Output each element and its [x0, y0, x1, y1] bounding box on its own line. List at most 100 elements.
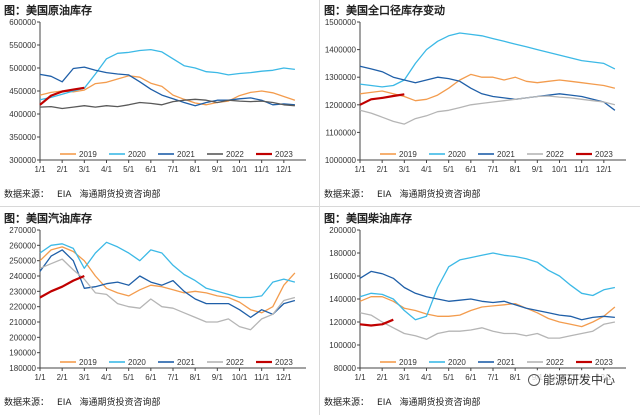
- y-tick-label: 220000: [9, 303, 36, 312]
- series-line-2021: [359, 270, 615, 321]
- x-tick-label: 4/1: [421, 165, 433, 174]
- chart-title: 图：美国柴油库存: [324, 212, 412, 225]
- x-tick-label: 1/1: [354, 165, 366, 174]
- x-tick-label: 6/1: [465, 165, 477, 174]
- source-label: 数据来源：: [4, 190, 50, 200]
- series-line-2020: [359, 252, 616, 321]
- source-org: EIA: [57, 398, 72, 408]
- crude-oil-chart: 300000 350000 400000 450000 500000 550000 6000…: [9, 18, 306, 174]
- legend-label-2023: 2023: [595, 358, 613, 367]
- panel-crude-oil-inventory: 图：美国原油库存 300000 350000 400000 450000 500000 5…: [0, 0, 320, 207]
- x-tick-label: 10/1: [232, 373, 248, 382]
- x-tick-label: 11/1: [254, 165, 270, 174]
- y-tick-label: 120000: [329, 318, 356, 327]
- legend-label-2020: 2020: [448, 358, 466, 367]
- y-tick-label: 600000: [9, 18, 36, 27]
- panel-total-inventory-change: 图：美国全口径库存变动 1000000 1100000 1200000 1300000…: [320, 0, 640, 207]
- y-tick-label: 1100000: [325, 128, 356, 137]
- source-label: 数据来源：: [324, 190, 370, 200]
- y-tick-label: 1200000: [325, 101, 357, 110]
- x-tick-label: 6/1: [465, 373, 477, 382]
- x-tick-label: 1/1: [34, 165, 46, 174]
- source-label: 数据来源：: [324, 398, 370, 408]
- x-tick-label: 4/1: [101, 165, 113, 174]
- x-tick-label: 5/1: [443, 373, 455, 382]
- x-tick-label: 12/1: [276, 165, 292, 174]
- y-tick-label: 210000: [9, 318, 36, 327]
- wechat-icon: [527, 374, 540, 386]
- x-tick-label: 12/1: [276, 373, 292, 382]
- x-tick-label: 8/1: [510, 373, 522, 382]
- y-tick-label: 1400000: [325, 46, 357, 55]
- legend-label-2020: 2020: [128, 150, 146, 159]
- x-tick-label: 11/1: [574, 165, 590, 174]
- vertical-divider: [319, 0, 320, 415]
- y-tick-label: 80000: [334, 364, 357, 373]
- x-tick-label: 9/1: [212, 165, 224, 174]
- y-tick-label: 1000000: [325, 156, 357, 165]
- source-dept: 海通期货投资咨询部: [79, 398, 161, 408]
- y-tick-label: 250000: [9, 257, 36, 266]
- x-tick-label: 10/1: [232, 165, 248, 174]
- watermark-text: 能源研发中心: [542, 373, 615, 387]
- series-line-2022: [39, 258, 296, 331]
- total-inventory-chart: 1000000 1100000 1200000 1300000 1400000 15000…: [325, 18, 626, 174]
- chart-title: 图：美国原油库存: [4, 4, 92, 17]
- y-tick-label: 240000: [9, 272, 36, 281]
- y-tick-label: 500000: [9, 64, 36, 73]
- x-tick-label: 7/1: [167, 165, 179, 174]
- x-tick-label: 7/1: [487, 165, 499, 174]
- x-tick-label: 2/1: [57, 373, 69, 382]
- y-tick-label: 230000: [9, 287, 36, 296]
- series-line-2021: [39, 249, 296, 319]
- series-line-2023: [39, 274, 85, 299]
- y-tick-label: 200000: [329, 226, 356, 235]
- legend-label-2021: 2021: [497, 150, 515, 159]
- x-tick-label: 10/1: [552, 165, 568, 174]
- x-tick-label: 2/1: [377, 165, 389, 174]
- diesel-chart: 80000 100000 120000 140000 160000 180000 20000…: [329, 226, 626, 382]
- gasoline-chart: 180000 190000 200000 210000 220000 230000 2400…: [9, 226, 306, 382]
- series-line-2019: [39, 75, 296, 106]
- legend-label-2022: 2022: [226, 150, 244, 159]
- legend-label-2022: 2022: [546, 358, 564, 367]
- chart-title: 图：美国汽油库存: [4, 212, 92, 225]
- x-tick-label: 11/1: [254, 373, 270, 382]
- y-tick-label: 300000: [9, 156, 36, 165]
- legend-label-2020: 2020: [448, 150, 466, 159]
- x-tick-label: 7/1: [487, 373, 499, 382]
- x-tick-label: 3/1: [79, 165, 91, 174]
- x-tick-label: 12/1: [596, 165, 612, 174]
- x-tick-label: 3/1: [79, 373, 91, 382]
- y-tick-label: 1300000: [325, 73, 357, 82]
- data-source: 数据来源： EIA 海通期货投资咨询部: [4, 187, 169, 200]
- y-tick-label: 190000: [9, 349, 36, 358]
- x-tick-label: 6/1: [145, 373, 157, 382]
- source-org: EIA: [377, 398, 392, 408]
- x-tick-label: 4/1: [101, 373, 113, 382]
- source-dept: 海通期货投资咨询部: [399, 398, 481, 408]
- legend-label-2023: 2023: [595, 150, 613, 159]
- legend-label-2021: 2021: [177, 150, 195, 159]
- series-line-2019: [39, 246, 296, 314]
- x-tick-label: 2/1: [377, 373, 389, 382]
- series-line-2021: [39, 66, 295, 107]
- legend-label-2019: 2019: [399, 358, 417, 367]
- legend-label-2022: 2022: [226, 358, 244, 367]
- source-org: EIA: [377, 190, 392, 200]
- y-tick-label: 450000: [9, 87, 36, 96]
- y-tick-label: 270000: [9, 226, 36, 235]
- x-tick-label: 3/1: [399, 165, 411, 174]
- series-line-2020: [39, 241, 296, 299]
- series-line-2022: [359, 95, 616, 125]
- data-source: 数据来源： EIA 海通期货投资咨询部: [324, 187, 489, 200]
- horizontal-divider: [0, 206, 640, 207]
- legend-label-2021: 2021: [177, 358, 195, 367]
- source-dept: 海通期货投资咨询部: [399, 190, 481, 200]
- y-tick-label: 100000: [329, 341, 356, 350]
- y-tick-label: 140000: [329, 295, 356, 304]
- watermark: 能源研发中心: [524, 370, 618, 389]
- panel-gasoline-inventory: 图：美国汽油库存 180000 190000 200000 210000 220000 2…: [0, 208, 320, 415]
- series-line-2023: [39, 86, 85, 106]
- legend-label-2023: 2023: [275, 358, 293, 367]
